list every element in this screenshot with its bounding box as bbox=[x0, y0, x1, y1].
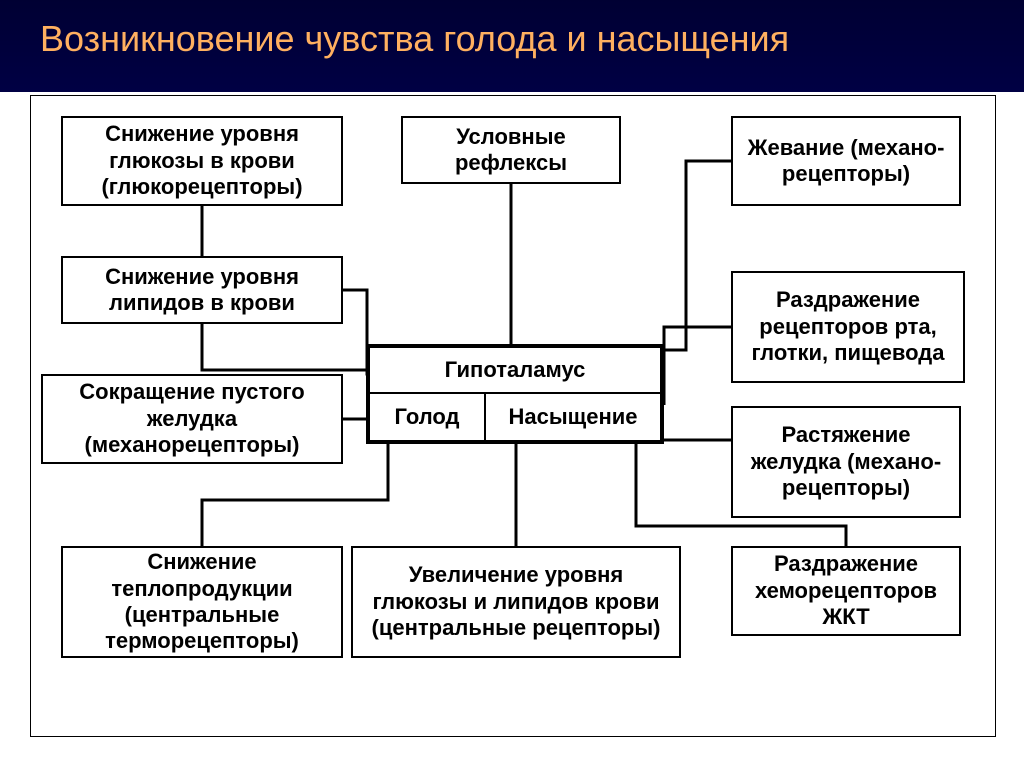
box-thermoproduction: Снижение теплопродукции (центральные тер… bbox=[61, 546, 343, 658]
box-glucose-lipids-up: Увеличение уровня глюкозы и липидов кров… bbox=[351, 546, 681, 658]
box-mouth-irritation: Раздражение рецепторов рта, глотки, пище… bbox=[731, 271, 965, 383]
box-chewing: Жевание (механо-рецепторы) bbox=[731, 116, 961, 206]
diagram-area: Гипоталамус Голод Насыщение Снижение уро… bbox=[30, 95, 996, 737]
center-top-label: Гипоталамус bbox=[370, 348, 660, 394]
box-stomach-stretch: Растяжение желудка (механо-рецепторы) bbox=[731, 406, 961, 518]
slide-title: Возникновение чувства голода и насыщения bbox=[40, 18, 984, 60]
center-hypothalamus: Гипоталамус Голод Насыщение bbox=[366, 344, 664, 444]
box-conditioned: Условные рефлексы bbox=[401, 116, 621, 184]
center-bottom-row: Голод Насыщение bbox=[370, 394, 660, 440]
box-chemoreceptors: Раздражение хеморецепторов ЖКТ bbox=[731, 546, 961, 636]
box-glucose-down: Снижение уровня глюкозы в крови (глюкоре… bbox=[61, 116, 343, 206]
center-satiety: Насыщение bbox=[486, 394, 660, 440]
box-lipids-down: Снижение уровня липидов в крови bbox=[61, 256, 343, 324]
slide: Возникновение чувства голода и насыщения… bbox=[0, 0, 1024, 768]
center-hunger: Голод bbox=[370, 394, 486, 440]
box-stomach-contraction: Сокращение пустого желудка (механорецепт… bbox=[41, 374, 343, 464]
